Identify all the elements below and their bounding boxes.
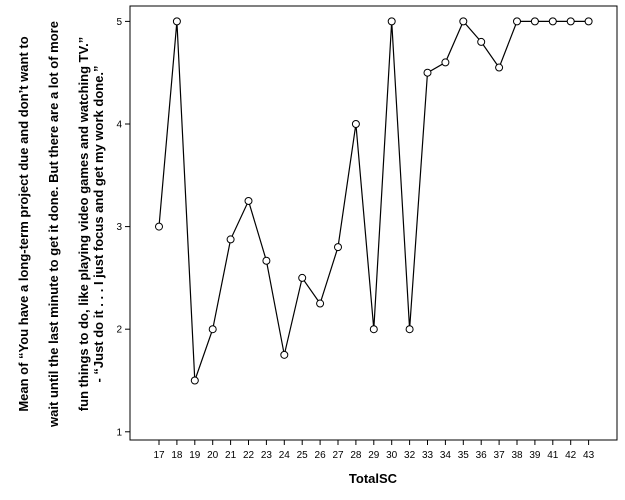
x-tick-label: 39 — [529, 450, 541, 461]
x-tick-label: 29 — [368, 450, 380, 461]
data-point-marker — [423, 68, 432, 77]
x-tick-label: 32 — [404, 450, 416, 461]
data-point-marker — [298, 273, 307, 282]
x-tick-label: 42 — [565, 450, 577, 461]
data-point-marker — [584, 17, 593, 26]
x-tick-label: 18 — [171, 450, 183, 461]
data-point-marker — [226, 235, 235, 244]
x-axis-title: TotalSC — [349, 471, 398, 486]
y-tick-label: 1 — [116, 427, 122, 438]
data-point-marker — [351, 119, 360, 128]
data-point-marker — [369, 325, 378, 334]
data-point-marker — [244, 196, 253, 205]
data-point-marker — [405, 325, 414, 334]
y-axis-title-line-2: wait until the last minute to get it don… — [46, 21, 61, 428]
y-tick-label: 4 — [116, 119, 122, 130]
y-tick-label: 3 — [116, 222, 122, 233]
data-point-marker — [477, 37, 486, 46]
x-tick-label: 28 — [350, 450, 362, 461]
data-point-marker — [459, 17, 468, 26]
data-point-marker — [155, 222, 163, 231]
data-point-marker — [208, 325, 217, 334]
data-point-marker — [495, 63, 504, 72]
data-point-marker — [387, 17, 396, 26]
y-tick-label: 2 — [116, 325, 122, 336]
x-axis: 17 18 19 20 21 22 23 24 25 26 27 28 29 30 32 33 34 35 36 37… — [153, 440, 595, 461]
data-point-marker — [566, 17, 575, 26]
y-axis-title-line-1: Mean of “You have a long-term project du… — [16, 36, 31, 411]
x-tick-label: 22 — [243, 450, 255, 461]
y-tick-label: 5 — [116, 17, 122, 28]
data-point-marker — [316, 299, 325, 308]
y-axis-title: Mean of “You have a long-term project du… — [16, 21, 106, 428]
x-tick-label: 30 — [386, 450, 398, 461]
x-tick-label: 26 — [315, 450, 327, 461]
x-tick-label: 23 — [261, 450, 273, 461]
x-tick-label: 33 — [422, 450, 434, 461]
x-tick-label: 41 — [547, 450, 559, 461]
x-tick-label: 34 — [440, 450, 452, 461]
x-tick-label: 35 — [458, 450, 470, 461]
plot-frame — [129, 5, 618, 441]
x-tick-label: 43 — [583, 450, 595, 461]
data-point-marker — [280, 350, 289, 359]
y-axis-title-line-4: - “Just do it . . . I just focus and get… — [91, 65, 106, 382]
x-tick-label: 19 — [189, 450, 201, 461]
x-tick-label: 27 — [332, 450, 344, 461]
data-point-marker — [334, 243, 342, 252]
x-tick-label: 37 — [494, 450, 506, 461]
x-tick-label: 21 — [225, 450, 237, 461]
series-markers — [155, 17, 593, 385]
x-tick-label: 38 — [511, 450, 523, 461]
data-point-marker — [190, 376, 199, 385]
x-tick-label: 17 — [153, 450, 165, 461]
x-tick-label: 20 — [207, 450, 219, 461]
x-tick-label: 25 — [297, 450, 309, 461]
data-point-marker — [441, 58, 450, 67]
y-axis: 1 2 3 4 5 — [116, 17, 130, 438]
x-tick-label: 36 — [476, 450, 488, 461]
data-point-marker — [262, 256, 271, 265]
x-tick-label: 24 — [279, 450, 291, 461]
y-axis-title-line-3: fun things to do, like playing video gam… — [76, 37, 91, 411]
data-point-marker — [530, 17, 539, 26]
data-point-marker — [548, 17, 557, 26]
data-point-marker — [513, 17, 521, 26]
data-point-marker — [172, 17, 181, 26]
